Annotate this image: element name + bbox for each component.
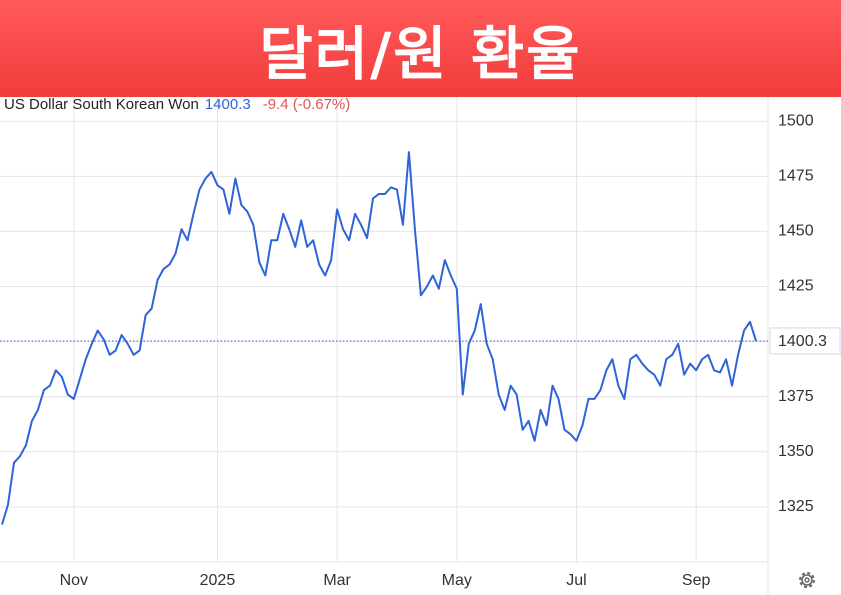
last-price-tag	[769, 327, 841, 355]
banner: 달러/원 환율	[0, 0, 841, 97]
x-tick-label: Nov	[60, 572, 88, 589]
x-tick-label: Mar	[323, 572, 351, 589]
x-tick-label: Sep	[682, 572, 711, 589]
quote-header: US Dollar South Korean Won 1400.3 -9.4 (-0…	[4, 96, 356, 113]
change: -9.4 (-0.67%)	[262, 96, 351, 113]
y-tick-label: 1450	[778, 223, 814, 240]
y-tick-label: 1325	[778, 498, 814, 515]
last-price-label: 1400.3	[778, 333, 827, 350]
price-line	[1, 151, 757, 525]
price: 1400.3	[204, 96, 251, 113]
y-tick-label: 1475	[778, 168, 814, 185]
instrument-name: US Dollar South Korean Won	[4, 96, 199, 113]
y-tick-label: 1425	[778, 278, 814, 295]
x-tick-label: 2025	[200, 572, 236, 589]
y-tick-label: 1500	[778, 112, 814, 129]
settings-icon[interactable]	[799, 572, 815, 588]
y-tick-label: 1375	[778, 388, 814, 405]
x-tick-label: May	[442, 572, 472, 589]
y-tick-label: 1350	[778, 443, 814, 460]
banner-title: 달러/원 환율	[259, 19, 582, 88]
x-tick-label: Jul	[566, 572, 586, 589]
